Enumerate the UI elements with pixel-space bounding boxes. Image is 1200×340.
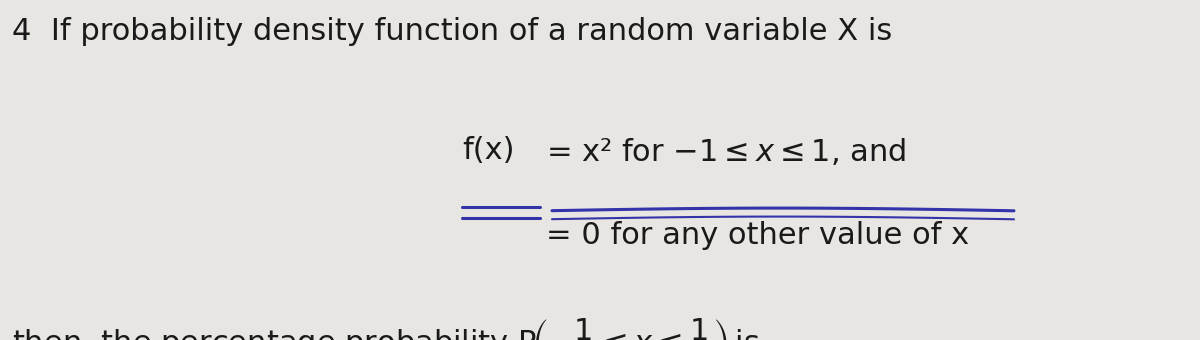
Text: = 0 for any other value of x: = 0 for any other value of x bbox=[546, 221, 970, 250]
Text: 4  If probability density function of a random variable X is: 4 If probability density function of a r… bbox=[12, 17, 893, 46]
Text: = x² for $-1 \leq x \leq 1$, and: = x² for $-1 \leq x \leq 1$, and bbox=[546, 136, 906, 167]
Text: f(x): f(x) bbox=[462, 136, 515, 165]
Text: then, the percentage probability P$\!\left(-\dfrac{1}{3} \leq x \leq \dfrac{1}{3: then, the percentage probability P$\!\le… bbox=[12, 316, 760, 340]
